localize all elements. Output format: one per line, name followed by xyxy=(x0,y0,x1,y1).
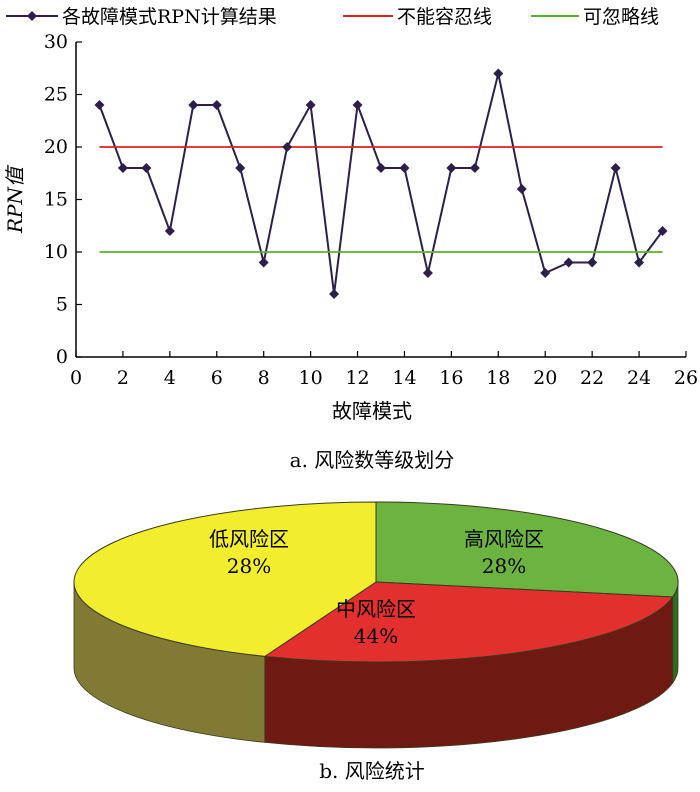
x-tick-label: 26 xyxy=(674,367,698,389)
pie-slice-value: 28% xyxy=(227,554,271,578)
x-tick-label: 16 xyxy=(439,367,463,389)
legend-marker xyxy=(27,11,37,21)
series-markers xyxy=(94,68,668,299)
x-tick-label: 4 xyxy=(164,367,176,389)
data-point xyxy=(282,142,293,152)
pie-slice xyxy=(375,501,679,598)
data-point xyxy=(540,268,551,278)
data-point xyxy=(329,289,340,299)
data-point xyxy=(117,163,128,173)
data-point xyxy=(164,226,175,236)
data-point xyxy=(446,163,457,173)
pie-slice-label: 中风险区 xyxy=(336,597,416,621)
data-point xyxy=(258,257,269,268)
series-lines xyxy=(98,73,664,295)
data-point xyxy=(634,257,645,268)
data-point xyxy=(469,163,480,173)
pie-slices xyxy=(73,501,679,663)
x-tick-label: 18 xyxy=(486,367,510,389)
data-point xyxy=(587,257,598,268)
legend-label: 不能容忍线 xyxy=(397,6,492,28)
data-point xyxy=(422,268,433,278)
data-point xyxy=(141,163,152,173)
data-point xyxy=(610,163,621,173)
pie-slice xyxy=(263,581,674,663)
y-tick-label: 20 xyxy=(44,136,68,158)
data-point xyxy=(305,100,316,110)
y-tick-label: 30 xyxy=(44,31,68,53)
x-tick-label: 22 xyxy=(580,367,604,389)
pie-slice-value: 28% xyxy=(482,554,526,578)
data-point xyxy=(94,100,105,110)
y-tick-label: 25 xyxy=(44,84,68,106)
x-tick-label: 14 xyxy=(392,367,416,389)
y-tick-label: 15 xyxy=(44,189,68,211)
y-tick-label: 0 xyxy=(56,346,68,368)
legend-label: 各故障模式RPN计算结果 xyxy=(62,6,277,28)
data-point xyxy=(516,184,527,194)
x-axis-ticks: 0 2 4 6 8 10 12 14 16 18 20 22 24 26 xyxy=(70,351,698,389)
data-point xyxy=(493,68,504,79)
y-axis-title: RPN值 xyxy=(3,164,27,234)
data-point xyxy=(563,257,574,268)
x-tick-label: 24 xyxy=(627,367,651,389)
x-tick-label: 6 xyxy=(211,367,223,389)
caption-b: b. 风险统计 xyxy=(319,759,425,783)
x-axis-title: 故障模式 xyxy=(332,399,412,423)
legend-label: 可忽略线 xyxy=(583,6,659,28)
caption-a: a. 风险数等级划分 xyxy=(290,448,455,472)
data-point xyxy=(188,100,199,110)
pie-slice-label: 低风险区 xyxy=(209,527,289,551)
y-tick-label: 10 xyxy=(44,241,68,263)
risk-pie-chart: 低风险区 28% 高风险区 28% 中风险区 44% b. 风险统计 xyxy=(73,501,679,783)
pie-slice-label: 高风险区 xyxy=(464,527,544,551)
x-tick-label: 20 xyxy=(533,367,557,389)
data-point xyxy=(211,100,222,110)
pie-slice-value: 44% xyxy=(354,624,398,648)
pie-labels: 低风险区 28% 高风险区 28% 中风险区 44% xyxy=(209,527,544,648)
legend: 各故障模式RPN计算结果 不能容忍线 可忽略线 xyxy=(6,6,659,28)
data-point xyxy=(235,163,246,173)
data-point xyxy=(376,163,386,173)
x-tick-label: 12 xyxy=(345,367,369,389)
data-point xyxy=(657,226,668,236)
y-axis-ticks: 0 5 10 15 20 25 30 xyxy=(44,31,82,368)
rpn-series-line xyxy=(98,73,664,295)
pie-side xyxy=(672,581,679,685)
pie-slice xyxy=(73,501,377,657)
y-tick-label: 5 xyxy=(56,294,68,316)
x-tick-label: 0 xyxy=(70,367,82,389)
x-tick-label: 10 xyxy=(299,367,323,389)
x-tick-label: 2 xyxy=(117,367,129,389)
data-point xyxy=(399,163,410,173)
data-point xyxy=(352,100,363,110)
x-tick-label: 8 xyxy=(258,367,270,389)
